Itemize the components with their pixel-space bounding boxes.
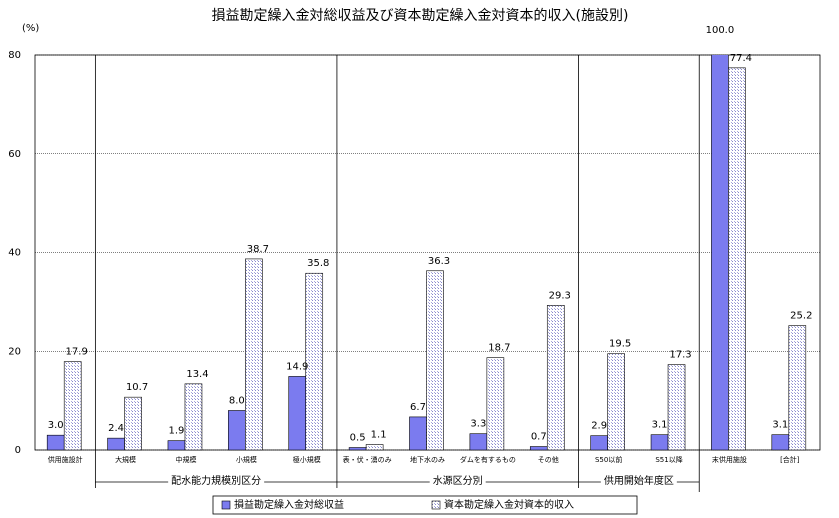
data-label: 6.7: [410, 402, 426, 413]
bar: [409, 416, 427, 451]
group-label-bg: [168, 474, 265, 487]
group-label-bg: [429, 474, 486, 487]
y-unit: (%): [22, 23, 39, 34]
x-tick-label: 地下水のみ: [410, 455, 445, 464]
bar: [124, 396, 142, 451]
bar: [107, 437, 125, 451]
y-tick-label: 80: [8, 50, 21, 61]
data-label: 25.2: [790, 311, 812, 322]
bar: [46, 434, 65, 451]
x-tick-label: S51以降: [655, 455, 682, 464]
bar: [305, 272, 324, 451]
data-label: 19.5: [609, 339, 631, 350]
y-tick-label: 0: [15, 445, 21, 456]
bar: [245, 258, 263, 451]
bar: [771, 434, 790, 451]
data-label: 3.1: [772, 420, 788, 431]
bar: [365, 444, 384, 451]
data-label: 17.3: [669, 350, 691, 361]
bars: [46, 55, 807, 451]
legend-swatch: [431, 500, 441, 510]
group-label: 配水能力規模別区分: [171, 474, 261, 487]
data-label: 3.1: [652, 420, 668, 431]
chart-title: 損益勘定繰入金対総収益及び資本勘定繰入金対資本的収入(施設別): [212, 8, 629, 24]
bar: [728, 67, 746, 451]
bar: [469, 433, 488, 451]
x-tick-label: S50以前: [595, 455, 622, 464]
y-tick-label: 60: [8, 149, 21, 160]
data-label: 13.4: [186, 369, 208, 380]
data-label: 14.9: [286, 361, 308, 372]
bar: [348, 447, 367, 451]
data-label: 77.4: [730, 53, 752, 64]
bar: [184, 383, 203, 451]
bar: [288, 376, 307, 451]
bar: [486, 357, 505, 451]
bar: [711, 55, 729, 451]
x-tick-label: 供用施設計: [48, 455, 83, 464]
data-label: 36.3: [428, 256, 450, 267]
bar: [529, 446, 548, 451]
bar: [167, 440, 186, 451]
bar: [788, 325, 807, 451]
data-label: 3.0: [48, 420, 64, 431]
legend-label: 資本勘定繰入金対資本的収入: [444, 498, 574, 511]
x-tick-label: ダムを有するもの: [460, 455, 516, 464]
data-label: 35.8: [307, 258, 329, 269]
data-label: 8.0: [229, 396, 245, 407]
data-label: 1.9: [169, 426, 185, 437]
data-label: 0.5: [350, 433, 366, 444]
data-label: 29.3: [549, 290, 571, 301]
x-tick-label: 中規模: [175, 455, 196, 464]
legend-swatch: [221, 500, 231, 510]
x-tick-label: 大規模: [115, 455, 136, 464]
data-label: 10.7: [126, 382, 148, 393]
group-label: 供用開始年度区: [604, 474, 674, 487]
legend-box: [212, 495, 638, 515]
bar: [63, 361, 82, 451]
bar: [228, 410, 246, 451]
legend-label: 損益勘定繰入金対総収益: [234, 498, 344, 511]
bar: [590, 435, 608, 451]
y-tick-label: 20: [8, 346, 21, 357]
data-label: 0.7: [531, 432, 547, 443]
bar: [607, 353, 625, 451]
y-tick-label: 40: [8, 248, 21, 259]
x-tick-label: [合計]: [780, 455, 800, 464]
data-label: 2.9: [591, 421, 607, 432]
group-label: 水源区分別: [433, 474, 483, 487]
bar: [426, 270, 444, 451]
data-label: 17.9: [66, 347, 88, 358]
group-label-bg: [600, 474, 677, 487]
bar: [546, 305, 565, 451]
data-label: 100.0: [706, 25, 735, 36]
x-tick-label: 小規模: [236, 455, 257, 464]
x-tick-label: 極小規模: [293, 455, 321, 464]
data-label: 1.1: [371, 430, 387, 441]
data-label: 38.7: [247, 244, 269, 255]
x-tick-label: 末供用施設: [712, 455, 747, 464]
data-label: 3.3: [470, 419, 486, 430]
x-tick-label: その他: [538, 455, 559, 464]
bar: [650, 434, 669, 451]
x-tick-label: 表・伏・湧のみ: [343, 455, 392, 464]
bar: [667, 364, 686, 451]
data-label: 18.7: [488, 343, 510, 354]
data-label: 2.4: [108, 423, 124, 434]
